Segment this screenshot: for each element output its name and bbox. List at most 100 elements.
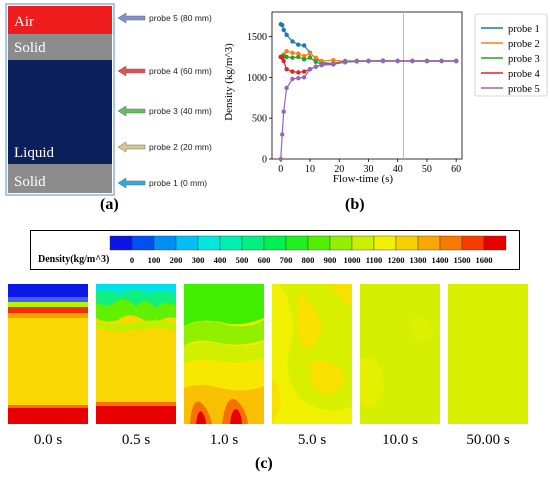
colorbar-cell-9 xyxy=(307,235,331,251)
chart-axes: 0 10 20 30 40 50 60 0 500 1000 1500 xyxy=(247,11,463,175)
series-5-point xyxy=(410,58,415,64)
series-1-point xyxy=(296,42,301,47)
colorbar-tick-0: 0 xyxy=(130,255,134,265)
y-tick-label-1: 500 xyxy=(252,114,267,125)
colorbar-tick-10: 1000 xyxy=(344,255,361,265)
colorbar-cell-2 xyxy=(153,235,177,251)
series-3-point xyxy=(307,55,313,60)
x-tick-label-1: 10 xyxy=(305,164,315,175)
colorbar-tick-16: 1600 xyxy=(476,255,493,265)
time-label-4: 10.0 s xyxy=(382,432,418,448)
probe-arrow-5 xyxy=(117,12,146,24)
series-2-point xyxy=(331,57,336,63)
colorbar-tick-1: 100 xyxy=(148,255,161,265)
colorbar-tick-2: 200 xyxy=(170,255,183,265)
density-line-chart: 0 10 20 30 40 50 60 0 500 1000 1500 probe 1 probe 2… xyxy=(223,11,548,185)
density-snapshots xyxy=(8,284,528,424)
series-1-point xyxy=(281,27,286,33)
series-5-point xyxy=(453,58,459,64)
series-5-point xyxy=(280,132,285,137)
legend-entry-4: probe 4 xyxy=(508,69,541,80)
series-1-point xyxy=(284,32,289,38)
colorbar-tick-7: 700 xyxy=(280,255,293,265)
series-4-point xyxy=(281,58,286,64)
snapshot-5s xyxy=(272,284,352,424)
time-label-5: 50.00 s xyxy=(466,432,510,448)
x-tick-label-2: 20 xyxy=(334,164,344,175)
series-5-point xyxy=(366,58,371,64)
series-5-point xyxy=(331,61,336,66)
series-5-point xyxy=(313,64,319,69)
colorbar-cell-11 xyxy=(351,235,375,251)
x-tick-label-4: 40 xyxy=(393,164,403,175)
series-4-point xyxy=(284,66,289,72)
series-5-point xyxy=(380,58,386,64)
colorbar-cell-15 xyxy=(439,235,463,251)
snapshot-0-5s xyxy=(96,284,176,424)
schematic-panel: Air Solid Liquid Solid probe 5 (80 mm)pr… xyxy=(5,3,212,196)
colorbar-cell-12 xyxy=(373,235,397,251)
series-2-point xyxy=(296,51,301,56)
colorbar-cell-10 xyxy=(329,235,353,251)
colorbar-cell-4 xyxy=(197,235,221,251)
time-label-1: 0.5 s xyxy=(121,432,151,448)
chart-legend: probe 1 probe 2 probe 3 probe 4 probe 5 xyxy=(474,13,548,97)
time-label-0: 0.0 s xyxy=(33,432,63,448)
legend-box xyxy=(474,13,548,97)
legend-entry-1: probe 1 xyxy=(508,24,540,35)
snapshot-0s xyxy=(8,284,88,424)
series-2-point xyxy=(284,49,289,54)
legend-entry-5: probe 5 xyxy=(508,84,540,95)
solid-bottom-label: Solid xyxy=(14,174,46,190)
x-tick-label-0: 0 xyxy=(278,164,283,175)
colorbar-cell-1 xyxy=(131,235,155,251)
snapshot-1s xyxy=(184,284,264,424)
series-3-point xyxy=(296,54,301,60)
series-2-point xyxy=(301,53,307,59)
colorbar-tick-13: 1300 xyxy=(410,255,427,265)
series-2-point xyxy=(319,58,324,64)
air-layer xyxy=(8,6,112,34)
y-axis-label: Density (kg/m^3) xyxy=(223,43,235,121)
air-label: Air xyxy=(14,14,34,30)
snapshot-50s xyxy=(448,284,528,424)
plot-frame xyxy=(271,11,463,160)
series-5-point xyxy=(284,85,289,91)
solid-top-label: Solid xyxy=(14,40,46,56)
series-5-point xyxy=(354,59,359,64)
solid-bottom-layer xyxy=(8,164,112,193)
time-label-2: 1.0 s xyxy=(209,432,239,448)
legend-entry-2: probe 2 xyxy=(508,39,540,50)
colorbar-tick-9: 900 xyxy=(324,255,337,265)
series-5-point xyxy=(301,75,307,80)
colorbar-cell-14 xyxy=(417,235,441,251)
colorbar-tick-4: 400 xyxy=(214,255,227,265)
colorbar-cell-0 xyxy=(109,235,133,251)
colorbar-tick-8: 800 xyxy=(302,255,315,265)
legend-entry-3: probe 3 xyxy=(508,54,540,65)
domain-frame xyxy=(5,3,115,196)
solid-top-layer xyxy=(8,34,112,60)
colorbar-cell-8 xyxy=(285,235,309,251)
series-3-point xyxy=(301,57,307,62)
series-2-point xyxy=(313,55,319,60)
probe-arrow-1 xyxy=(117,177,146,189)
series-5-point xyxy=(296,75,301,81)
series-4-point xyxy=(290,69,295,74)
series-2-point xyxy=(307,51,313,56)
probe-label-4: probe 4 (60 mm) xyxy=(149,66,212,76)
liquid-label: Liquid xyxy=(14,145,54,161)
series-5-point xyxy=(307,66,313,72)
x-tick-label-3: 30 xyxy=(363,164,373,175)
colorbar-tick-5: 500 xyxy=(236,255,249,265)
series-5-point xyxy=(281,109,286,114)
colorbar-tick-15: 1500 xyxy=(454,255,471,265)
series-3-point xyxy=(284,54,289,60)
colorbar-cells xyxy=(109,235,507,251)
series-5-point xyxy=(439,58,444,64)
colorbar-cell-3 xyxy=(175,235,199,251)
series-2-point xyxy=(290,50,295,56)
colorbar-tick-11: 1100 xyxy=(366,255,383,265)
series-3-point xyxy=(290,55,295,60)
x-tick-label-5: 50 xyxy=(422,164,432,175)
